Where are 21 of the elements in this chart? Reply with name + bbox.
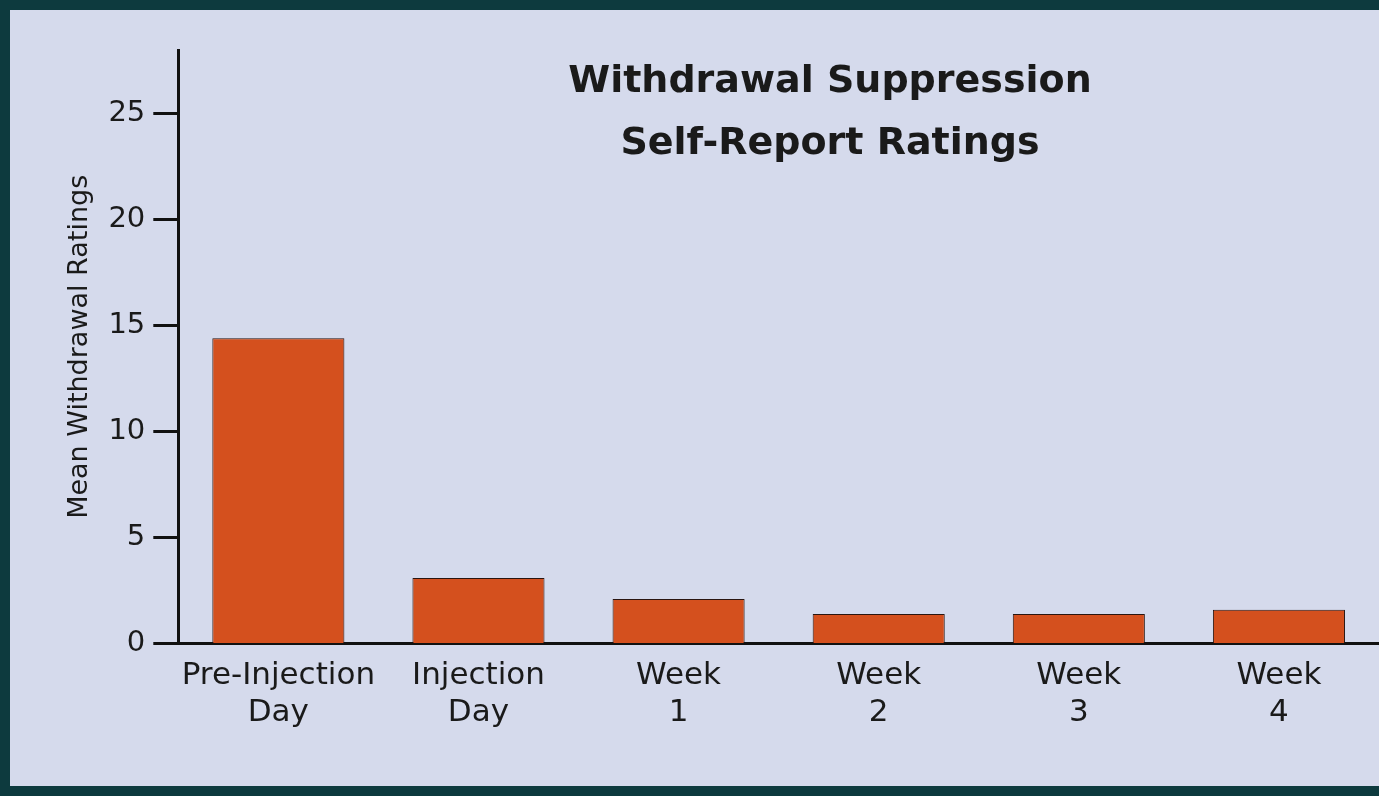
text: Withdrawal Suppression [568, 56, 1092, 101]
category-label: Pre-Injection [181, 655, 376, 692]
y-axis-title: Mean Withdrawal Ratings [62, 174, 94, 519]
y-tick-label: 25 [108, 94, 146, 129]
category-label: 4 [1269, 692, 1289, 729]
category-label: 3 [1068, 692, 1089, 729]
category-label: Week [1236, 655, 1322, 692]
category-label: Day [447, 692, 510, 729]
category-label: Week [1036, 655, 1122, 692]
category-label: Injection [412, 655, 545, 692]
category-label: 1 [668, 692, 689, 729]
category-label: 2 [868, 692, 889, 729]
category-label: Week [836, 655, 922, 692]
y-tick-label: 10 [108, 412, 146, 447]
text: Self-Report Ratings [620, 118, 1040, 163]
category-label: Week [636, 655, 722, 692]
category-label: Day [247, 692, 309, 729]
y-tick-label: 0 [126, 624, 146, 659]
y-tick-label: 20 [108, 200, 146, 235]
y-tick-label: 5 [126, 518, 146, 553]
y-tick-label: 15 [108, 306, 146, 341]
